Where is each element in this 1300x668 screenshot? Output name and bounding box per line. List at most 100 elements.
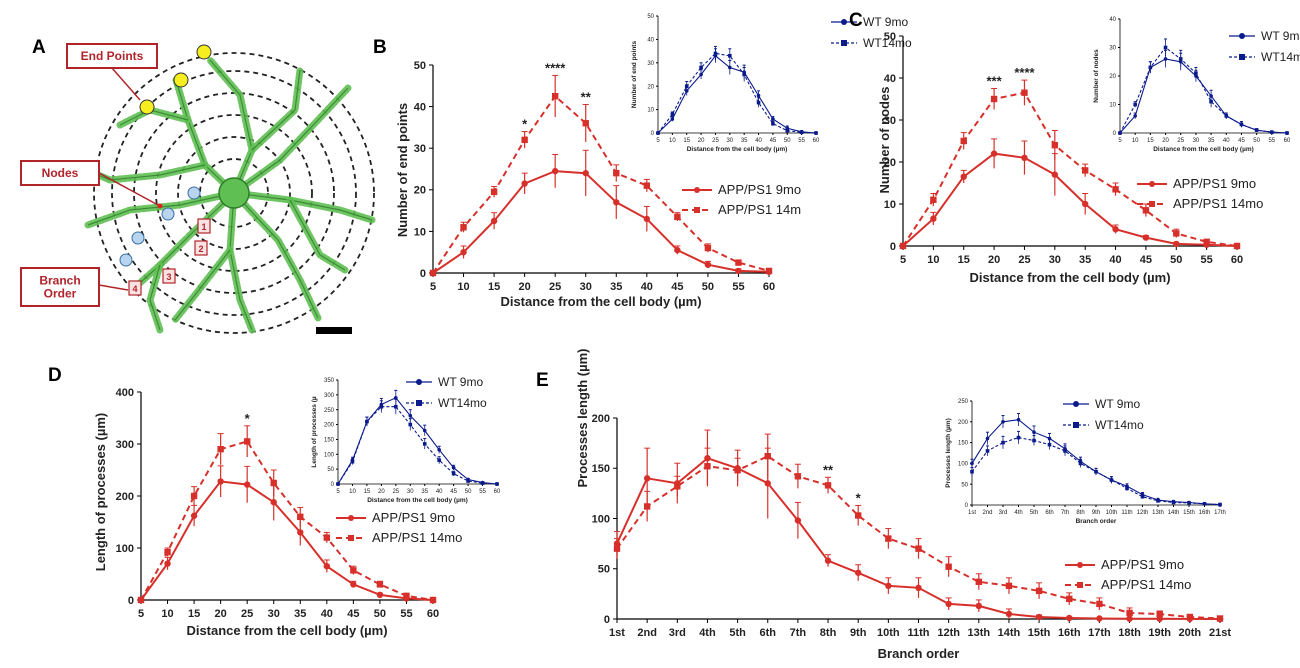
x-tick-label: 45 [450,489,457,495]
data-point [699,72,703,77]
x-tick-label: 40 [641,281,653,293]
legend-swatch-marker [1239,54,1245,60]
y-tick-label: 250 [958,399,969,405]
data-point [764,452,771,460]
data-point [1032,438,1036,443]
data-point [297,529,304,536]
data-point [1142,207,1150,214]
branch-order-number-3: 3 [166,272,171,282]
data-point [794,517,802,524]
data-point [451,471,456,476]
series-line-0 [1119,58,1288,134]
data-point [684,84,689,88]
end-point-marker-2 [173,72,189,88]
data-point [379,404,384,409]
data-point [1118,131,1122,135]
x-tick-label: 60 [1231,254,1243,266]
x-tick-label: 20 [215,608,227,620]
process-branch-9 [78,161,209,184]
data-point [930,196,937,203]
data-point [1001,420,1005,424]
x-tick-label: 19th [1148,627,1171,639]
x-tick-label: 25 [1177,138,1184,144]
y-tick-label: 200 [958,420,969,426]
nodes-label-text-1: Nodes [42,166,79,180]
data-point [704,244,712,252]
data-point [1163,45,1168,50]
process-branch-core-10 [289,199,346,271]
x-tick-label: 25 [392,489,399,495]
data-point [1047,442,1052,447]
node-pointer-dot [157,203,163,209]
data-point [394,396,398,400]
x-tick-label: 15 [683,138,690,144]
data-point [728,65,732,70]
x-tick-label: 15th [1183,510,1195,516]
data-point [582,120,589,127]
data-point [771,121,775,126]
end-point-marker-3 [196,44,212,60]
x-axis-title: Distance from the cell body (µm) [500,294,701,309]
data-point [1270,130,1274,134]
data-point [945,563,952,570]
data-point [164,548,171,556]
branch-order-pointer [98,284,129,291]
data-point [1096,600,1103,608]
x-tick-label: 30 [580,281,592,293]
sholl-circle-3 [155,114,313,272]
data-point [1081,167,1089,174]
x-tick-label: 4th [1014,510,1022,516]
data-point [1156,610,1163,618]
data-point [1021,154,1028,161]
x-tick-label: 35 [1079,254,1091,266]
legend-label: APP/PS1 9mo [372,510,455,525]
data-point [1081,200,1089,208]
x-tick-label: 3rd [999,510,1008,516]
data-point [1187,501,1191,505]
chart-chart_data3: 0 50 100 150 200 1st 2nd 3rd 4th 5th 6th 7th 8th 9th 1… [575,349,1231,661]
legend-swatch-marker [1149,201,1155,207]
data-point [1156,615,1163,622]
data-point [985,436,990,441]
series-line-1 [337,406,498,485]
sholl-circle-1 [199,158,269,228]
data-point [336,482,340,486]
data-point [742,72,746,77]
legend-swatch-marker [416,379,422,385]
x-tick-label: 40 [755,138,762,144]
x-tick-label: 5 [430,281,436,293]
branch-order-box-2 [194,240,208,256]
data-point [1063,449,1067,453]
data-point [1203,238,1210,245]
cell-body [218,177,250,209]
x-tick-label: 12th [937,627,960,639]
data-point [1171,500,1176,505]
branch-order-label-text-1: Branch [39,274,80,288]
data-point [704,261,712,268]
data-point [270,479,277,487]
data-point [1078,461,1083,466]
data-point [429,596,437,604]
data-point [674,483,681,490]
node-marker-1 [187,186,201,200]
data-point [1096,615,1103,622]
series-line-1 [902,91,1238,247]
data-point [735,267,742,275]
x-tick-label: 11th [907,627,929,639]
x-tick-label: 15 [488,281,500,293]
x-tick-label: 40 [321,608,333,620]
y-axis-title: Length of processes (µm) [93,413,108,571]
y-tick-label: 300 [116,439,134,451]
data-point [1148,65,1153,70]
x-tick-label: 4th [699,627,716,639]
branch-order-label-box [20,267,100,307]
x-tick-label: 35 [1208,138,1215,144]
data-point [985,449,990,453]
data-point [1066,614,1073,622]
data-point [451,465,456,470]
y-tick-label: 150 [592,463,610,475]
y-tick-label: 20 [884,157,896,169]
data-point [1140,494,1145,499]
data-point [713,51,718,56]
y-axis-title: Number of nodes [877,87,892,194]
